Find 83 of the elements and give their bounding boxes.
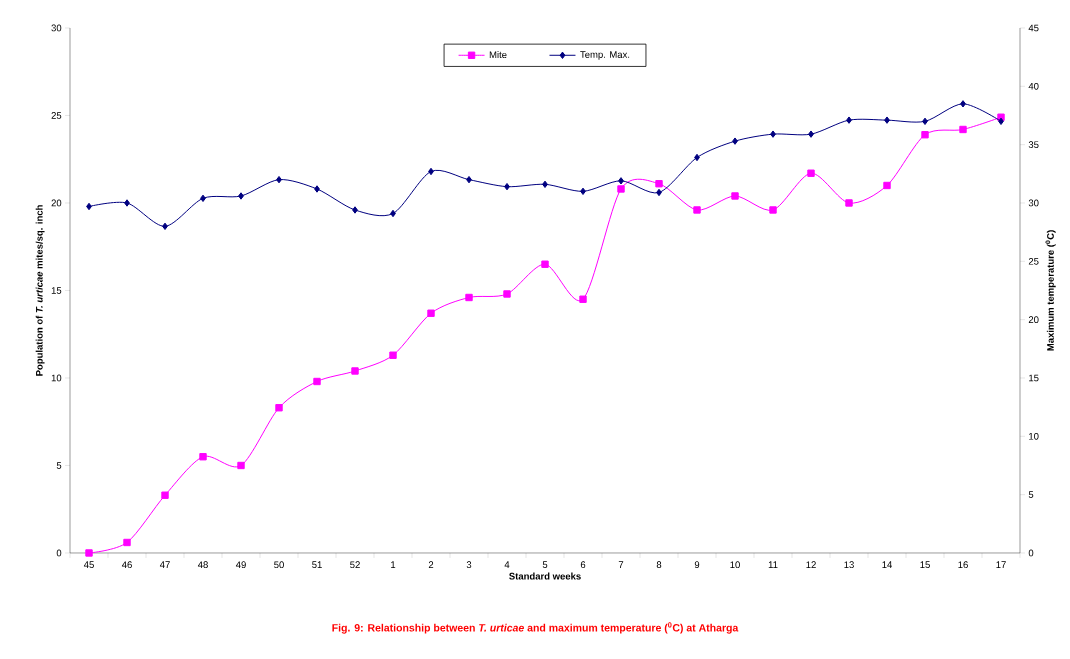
point bbox=[427, 309, 435, 317]
y2-tick-label: 40 bbox=[1028, 82, 1039, 90]
x-tick-label: 6 bbox=[580, 561, 586, 569]
point bbox=[808, 130, 814, 138]
point bbox=[732, 137, 738, 145]
y2-tick-label: 45 bbox=[1028, 24, 1039, 32]
x-axis-title: Standard weeks bbox=[509, 572, 581, 580]
point bbox=[846, 116, 852, 124]
x-tick-label: 7 bbox=[618, 561, 624, 568]
point bbox=[352, 206, 358, 214]
x-tick-label: 1 bbox=[391, 561, 396, 568]
y-tick-label: 15 bbox=[51, 287, 62, 294]
x-tick-label: 51 bbox=[312, 561, 322, 568]
x-tick-label: 16 bbox=[958, 561, 968, 569]
x-tick-label: 46 bbox=[121, 561, 132, 569]
point bbox=[465, 293, 473, 302]
point bbox=[959, 125, 967, 134]
x-tick-label: 11 bbox=[768, 561, 778, 568]
y-tick-label: 25 bbox=[51, 112, 62, 119]
legend-label: Temp. Max. bbox=[580, 51, 630, 60]
y2-tick-label: 25 bbox=[1028, 257, 1039, 265]
x-tick-label: 9 bbox=[694, 561, 700, 569]
point bbox=[845, 199, 853, 207]
x-tick-label: 49 bbox=[235, 561, 246, 569]
point bbox=[617, 185, 625, 193]
x-tick-label: 15 bbox=[920, 561, 930, 568]
point bbox=[314, 185, 320, 193]
point bbox=[161, 491, 169, 499]
point bbox=[389, 351, 397, 359]
point bbox=[579, 295, 587, 303]
legend-label: Mite bbox=[489, 51, 507, 59]
point bbox=[124, 199, 130, 207]
x-tick-label: 45 bbox=[83, 561, 94, 568]
x-tick-label: 48 bbox=[197, 561, 208, 569]
point bbox=[503, 290, 511, 298]
point bbox=[618, 177, 624, 185]
y-tick-label: 20 bbox=[51, 199, 62, 207]
y2-tick-label: 15 bbox=[1029, 374, 1039, 382]
point bbox=[237, 461, 245, 470]
y-tick-label: 5 bbox=[56, 462, 62, 469]
y2-tick-label: 30 bbox=[1028, 199, 1039, 207]
point bbox=[541, 260, 549, 268]
y-tick-label: 30 bbox=[51, 24, 62, 32]
y-tick-label: 0 bbox=[56, 549, 62, 557]
caption: Fig. 9: Relationship between T. urticae and maximum temperature ($^{0}$C) at Atharga bbox=[332, 622, 739, 634]
x-tick-label: 52 bbox=[350, 561, 360, 569]
point bbox=[85, 549, 93, 557]
point bbox=[351, 367, 359, 375]
x-tick-label: 8 bbox=[656, 561, 662, 569]
point bbox=[275, 404, 283, 412]
point bbox=[883, 181, 891, 190]
y2-tick-label: 5 bbox=[1028, 491, 1034, 498]
y-tick-label: 10 bbox=[51, 374, 62, 382]
point bbox=[123, 538, 131, 547]
x-tick-label: 50 bbox=[274, 561, 284, 569]
y2-tick-label: 20 bbox=[1028, 316, 1039, 324]
point bbox=[313, 377, 321, 386]
point bbox=[769, 206, 777, 214]
x-tick-label: 4 bbox=[504, 561, 510, 568]
x-tick-label: 3 bbox=[466, 561, 472, 569]
point bbox=[199, 453, 207, 461]
point bbox=[731, 192, 739, 200]
y2-tick-label: 35 bbox=[1028, 141, 1039, 149]
x-tick-label: 14 bbox=[882, 561, 893, 568]
point bbox=[921, 131, 929, 139]
x-tick-label: 5 bbox=[542, 561, 548, 568]
point bbox=[238, 192, 244, 200]
point bbox=[960, 100, 966, 108]
y2-tick-label: 0 bbox=[1028, 549, 1034, 557]
y-axis-title: Population of T. urticae mites/sq. inch bbox=[35, 205, 45, 376]
point bbox=[770, 130, 776, 138]
point bbox=[655, 180, 663, 188]
x-tick-label: 13 bbox=[844, 561, 854, 569]
x-tick-label: 47 bbox=[159, 561, 170, 568]
x-tick-label: 2 bbox=[428, 561, 434, 568]
point bbox=[884, 116, 890, 124]
x-tick-label: 17 bbox=[996, 561, 1006, 568]
y2-tick-label: 10 bbox=[1029, 432, 1039, 440]
y2-axis-title: Maximum temperature ($^{0}$C) bbox=[1045, 230, 1056, 351]
point bbox=[693, 206, 701, 214]
point bbox=[807, 169, 815, 177]
x-tick-label: 10 bbox=[730, 561, 740, 569]
x-tick-label: 12 bbox=[806, 561, 816, 568]
